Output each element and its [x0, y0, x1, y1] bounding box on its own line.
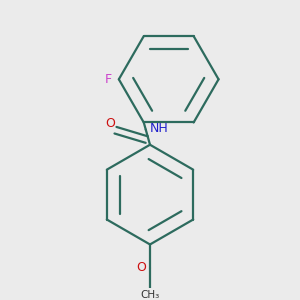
Text: O: O: [136, 261, 146, 274]
Text: NH: NH: [149, 122, 168, 134]
Text: O: O: [105, 117, 115, 130]
Text: F: F: [104, 73, 112, 86]
Text: CH₃: CH₃: [140, 290, 160, 300]
